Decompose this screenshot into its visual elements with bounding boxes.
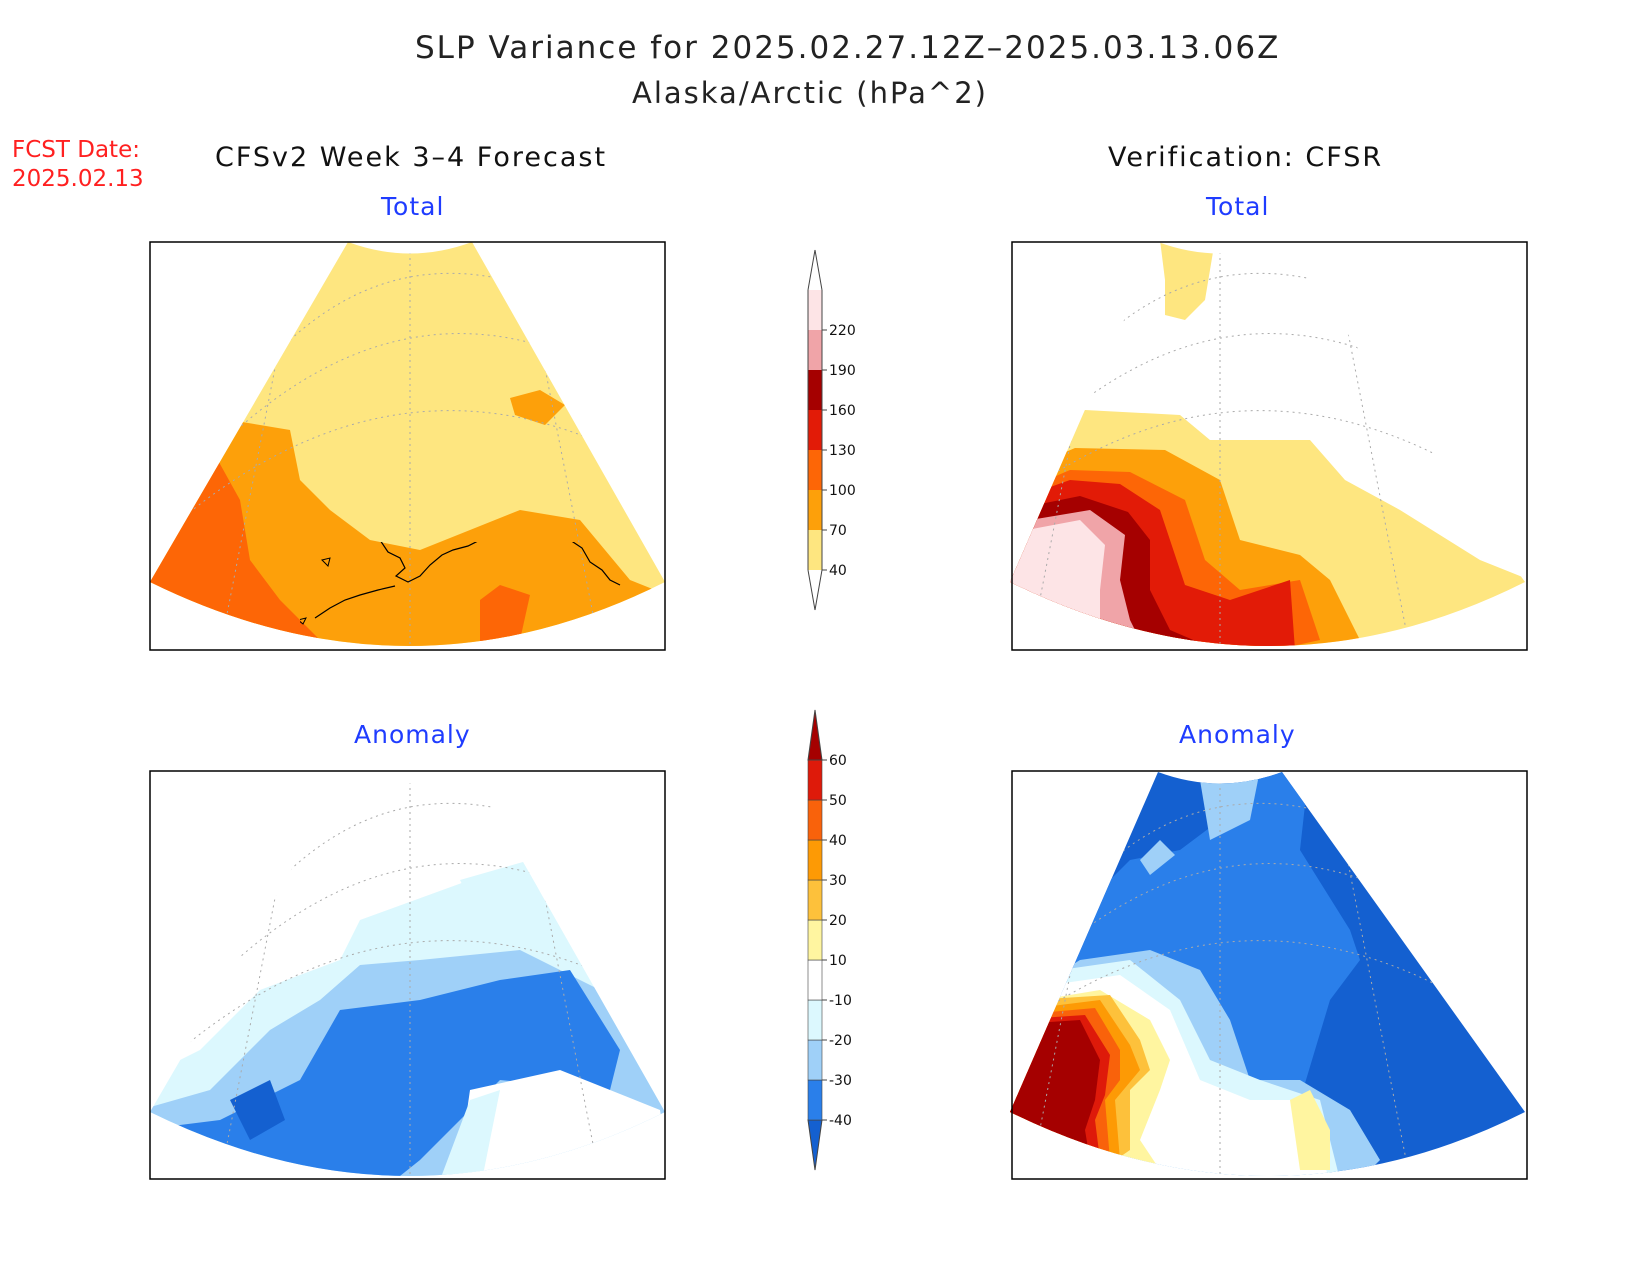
colorbar-anomaly-swatch (807, 839, 823, 881)
panel-frame (149, 770, 666, 1180)
colorbar-total-outline (807, 290, 823, 570)
colorbar-anomaly-tick-label: -40 (829, 1113, 852, 1129)
column-title-forecast: CFSv2 Week 3–4 Forecast (215, 142, 608, 173)
colorbar-anomaly: -40 -30 -20 -10 10 20 30 40 50 60 (807, 709, 852, 1171)
map-subtitle: Alaska/Arctic (hPa^2) (632, 76, 988, 110)
colorbar-total: 40 70 100 130 160 190 220 (807, 249, 856, 611)
panel-frame (149, 241, 666, 651)
panel-verification-anomaly (1010, 770, 1528, 1180)
panel-forecast-total (149, 241, 666, 651)
colorbar-total-tick-label: 40 (829, 563, 847, 579)
panel-title-forecast-total: Total (381, 192, 445, 221)
panel-verification-total (1010, 241, 1528, 651)
colorbar-total-swatch (808, 370, 822, 410)
colorbar-total-tick-label: 190 (829, 363, 856, 379)
colorbar-total-tick-label: 130 (829, 443, 856, 459)
colorbar-total-top-cap (807, 249, 823, 291)
colorbar-anomaly-tick-label: -30 (829, 1073, 852, 1089)
colorbar-total-swatch (808, 530, 822, 570)
colorbar-total-tick-label: 100 (829, 483, 856, 499)
colorbar-total-swatch (808, 410, 822, 450)
colorbar-anomaly-tick-label: -10 (829, 993, 852, 1009)
panel-title-verification-anomaly: Anomaly (1179, 720, 1296, 749)
colorbar-anomaly-swatch (807, 919, 823, 961)
colorbar-anomaly-tick-label: -20 (829, 1033, 852, 1049)
panel-title-verification-total: Total (1206, 192, 1270, 221)
colorbar-total-swatch (808, 330, 822, 370)
colorbar-total-tick-label: 160 (829, 403, 856, 419)
colorbar-total-bottom-cap (807, 569, 823, 611)
colorbar-total-swatch (808, 490, 822, 530)
colorbar-anomaly-tick-label: 40 (829, 833, 847, 849)
colorbar-anomaly-tick-label: 30 (829, 873, 847, 889)
colorbar-anomaly-swatch (807, 1119, 823, 1171)
forecast-date-label: FCST Date: (12, 137, 140, 163)
colorbar-anomaly-tick-label: 50 (829, 793, 847, 809)
map-title: SLP Variance for 2025.02.27.12Z–2025.03.… (415, 30, 1281, 66)
colorbar-total-swatch (808, 450, 822, 490)
colorbar-anomaly-swatch (807, 709, 823, 761)
colorbar-total-swatch (808, 290, 822, 330)
panel-title-forecast-anomaly: Anomaly (354, 720, 471, 749)
colorbar-anomaly-tick-label: 10 (829, 953, 847, 969)
colorbar-anomaly-swatch (807, 999, 823, 1041)
colorbar-anomaly-swatch (807, 879, 823, 921)
colorbar-anomaly-swatch (807, 759, 823, 801)
colorbar-anomaly-swatch (807, 1079, 823, 1121)
panel-frame (1011, 770, 1528, 1180)
colorbar-anomaly-swatch (807, 799, 823, 841)
colorbar-anomaly-swatch (807, 959, 823, 1001)
colorbar-total-tick-label: 220 (829, 323, 856, 339)
colorbar-anomaly-tick-label: 20 (829, 913, 847, 929)
colorbar-anomaly-swatch (807, 1039, 823, 1081)
panel-frame (1011, 241, 1528, 651)
forecast-date-value: 2025.02.13 (12, 166, 144, 192)
colorbar-anomaly-tick-label: 60 (829, 753, 847, 769)
column-title-verification: Verification: CFSR (1108, 142, 1384, 173)
colorbar-total-tick-label: 70 (829, 523, 847, 539)
panel-forecast-anomaly (149, 770, 666, 1180)
